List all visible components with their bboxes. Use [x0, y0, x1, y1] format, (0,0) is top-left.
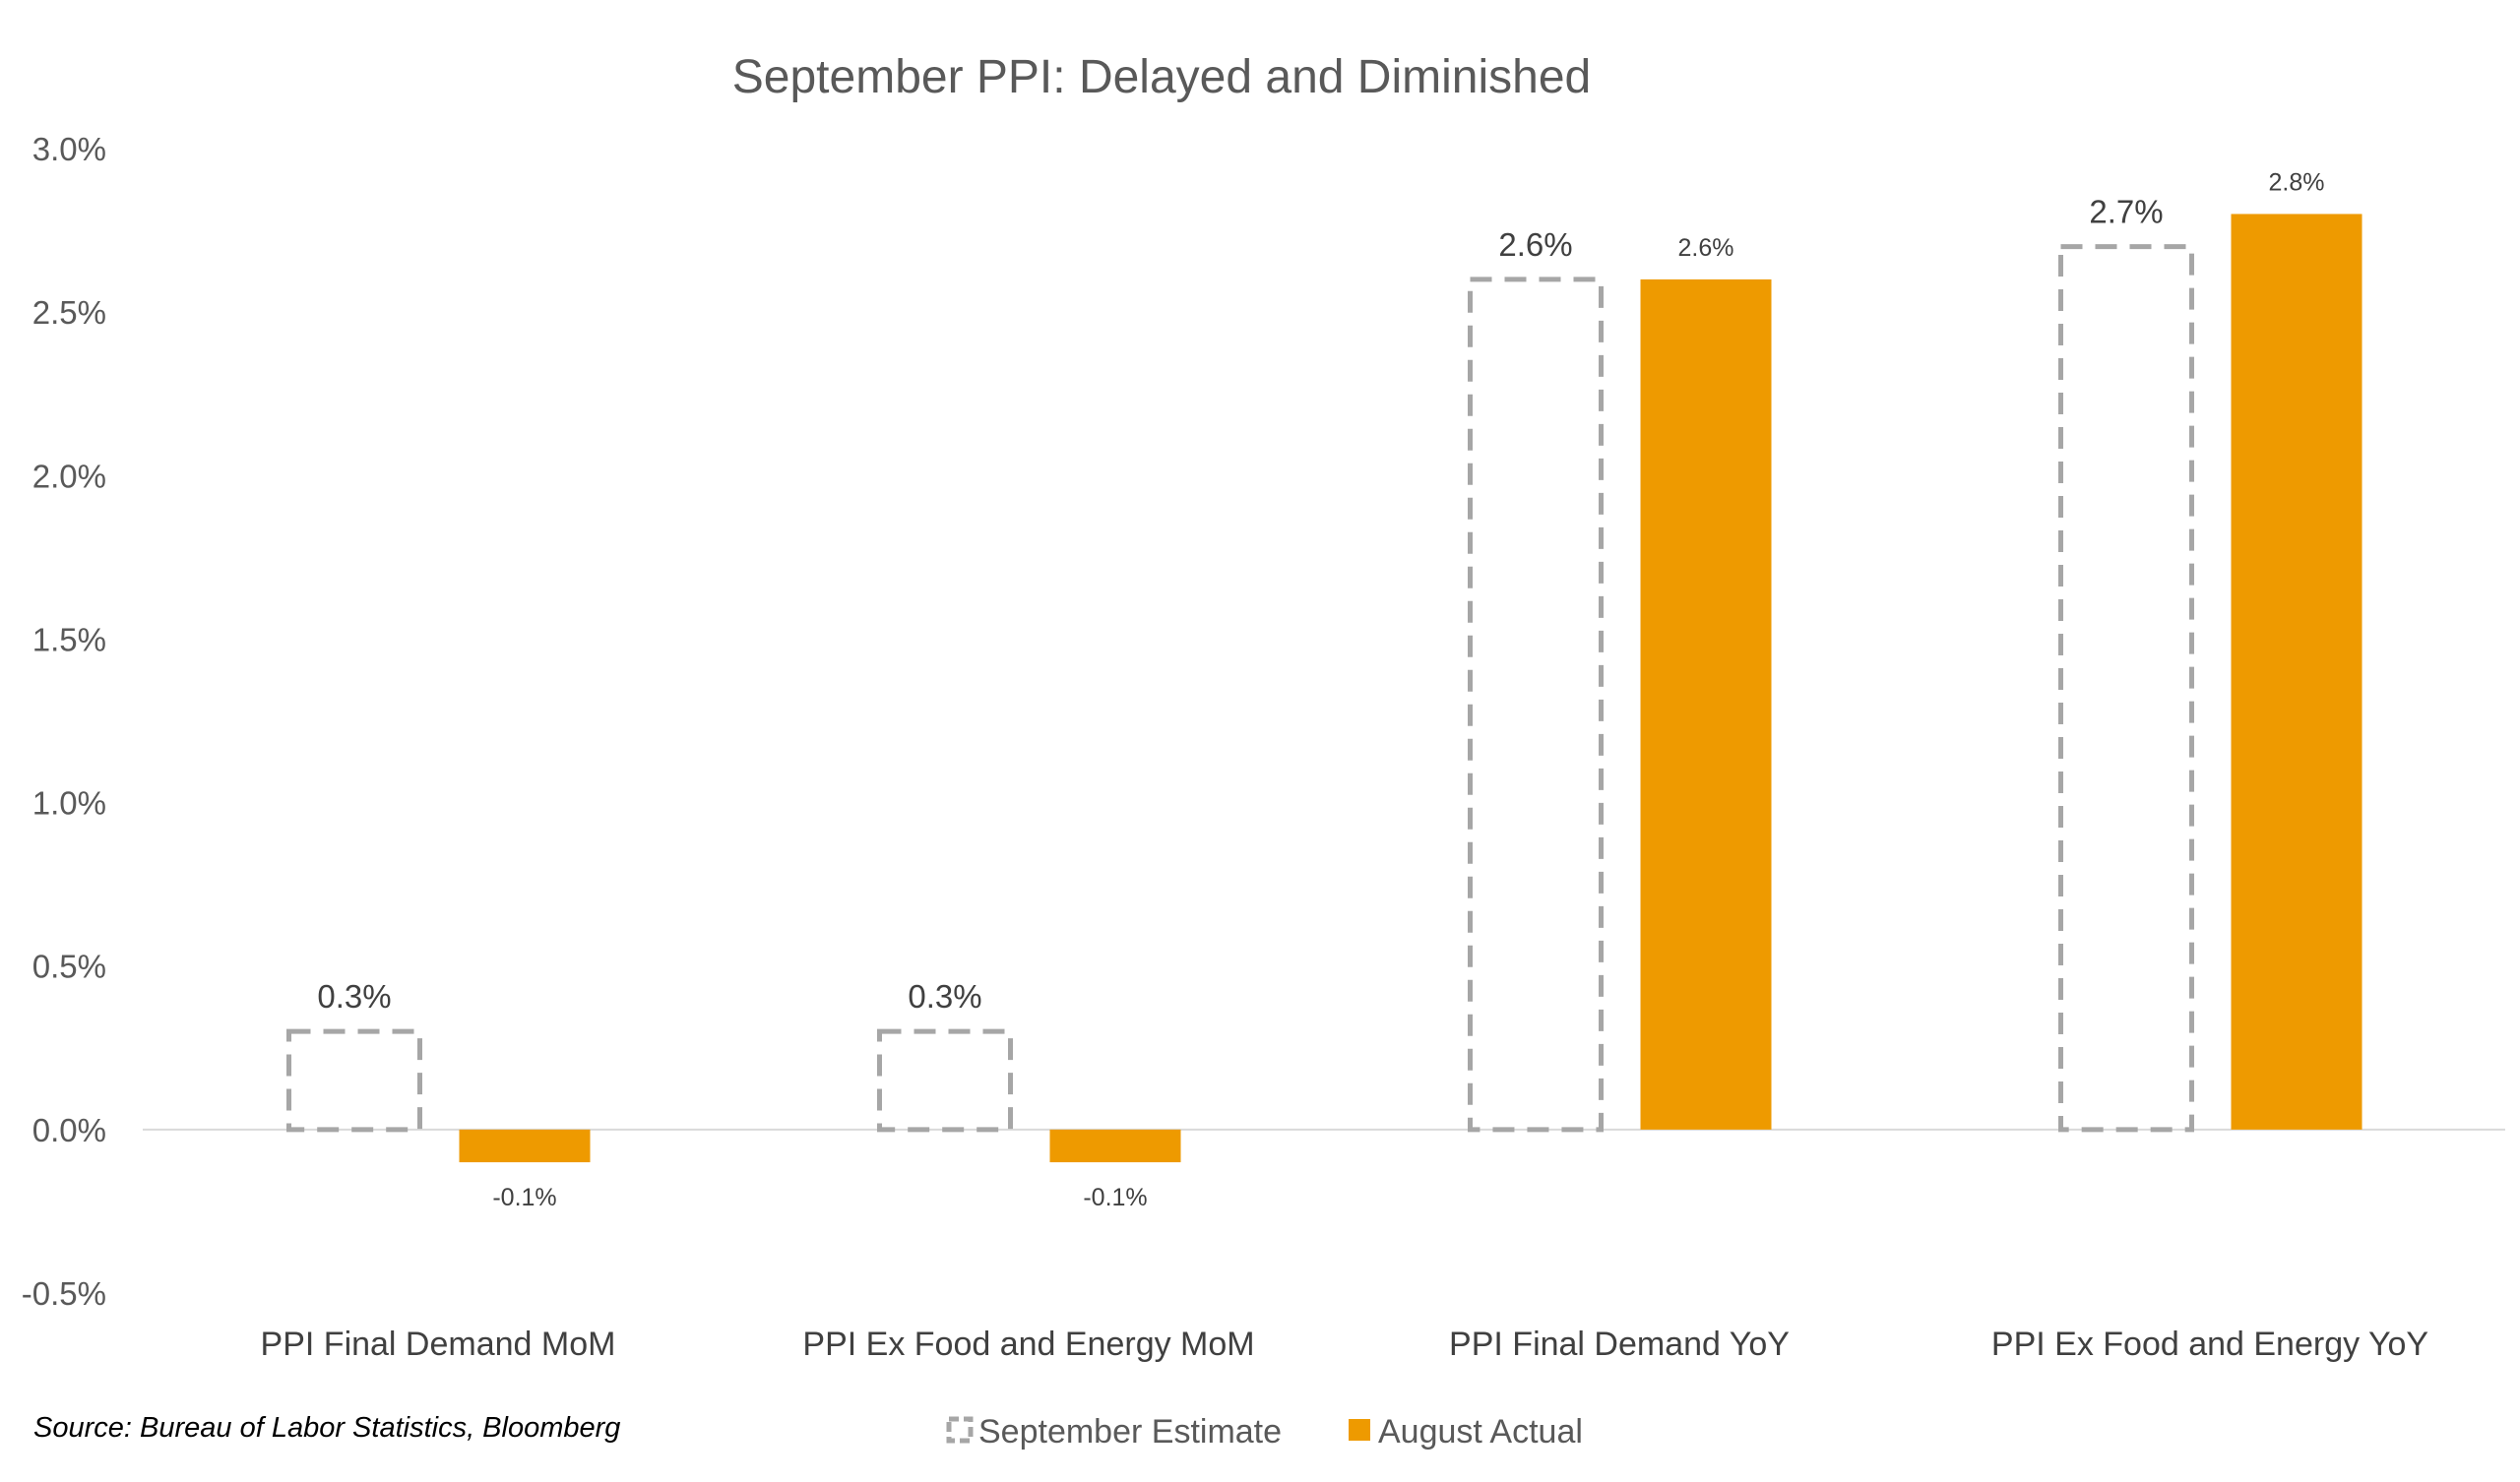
y-tick-label: 3.0%	[32, 131, 106, 167]
y-tick-label: 2.0%	[32, 458, 106, 494]
estimate-data-label: 0.3%	[317, 978, 391, 1015]
legend-swatch-estimate	[946, 1416, 974, 1444]
estimate-bar	[2058, 244, 2194, 1133]
category-label: PPI Final Demand YoY	[1449, 1326, 1790, 1363]
legend-swatch-actual	[1349, 1419, 1370, 1441]
estimate-data-label: 2.6%	[1498, 226, 1572, 263]
actual-bar	[1640, 278, 1772, 1130]
y-tick-label: 2.5%	[32, 294, 106, 331]
y-tick-label: 1.0%	[32, 785, 106, 822]
legend: September Estimate August Actual	[946, 1413, 1583, 1451]
estimate-bar	[1468, 277, 1604, 1133]
legend-label-actual: August Actual	[1378, 1413, 1583, 1451]
category-label: PPI Ex Food and Energy MoM	[802, 1326, 1254, 1363]
estimate-data-label: 0.3%	[908, 978, 981, 1015]
legend-label-estimate: September Estimate	[978, 1413, 1282, 1451]
estimate-bar	[877, 1028, 1013, 1133]
source-note: Source: Bureau of Labor Statistics, Bloo…	[33, 1412, 620, 1444]
category-label: PPI Ex Food and Energy YoY	[1991, 1326, 2428, 1363]
y-tick-label: 0.0%	[32, 1112, 106, 1148]
y-tick-label: 1.5%	[32, 621, 106, 657]
category-label: PPI Final Demand MoM	[261, 1326, 616, 1363]
actual-data-label: -0.1%	[492, 1184, 556, 1211]
y-tick-label: -0.5%	[22, 1275, 106, 1312]
actual-data-label: 2.6%	[1678, 234, 1734, 262]
actual-bar	[459, 1129, 591, 1163]
actual-bar	[1049, 1129, 1181, 1163]
estimate-data-label: 2.7%	[2089, 194, 2163, 230]
chart-title: September PPI: Delayed and Diminished	[732, 51, 1591, 103]
y-tick-label: 0.5%	[32, 949, 106, 985]
y-axis: 3.0% 2.5% 2.0% 1.5% 1.0% 0.5% 0.0% -0.5%	[22, 131, 106, 1312]
plot-area: 0.3% -0.1% 0.3% -0.1% 2.6% 2.6% 2.7% 2.8%	[286, 168, 2362, 1211]
actual-bar	[2231, 214, 2362, 1130]
actual-data-label: -0.1%	[1083, 1184, 1147, 1211]
actual-data-label: 2.8%	[2269, 168, 2325, 196]
x-axis: PPI Final Demand MoM PPI Ex Food and Ener…	[261, 1326, 2429, 1363]
estimate-bar	[286, 1028, 422, 1133]
